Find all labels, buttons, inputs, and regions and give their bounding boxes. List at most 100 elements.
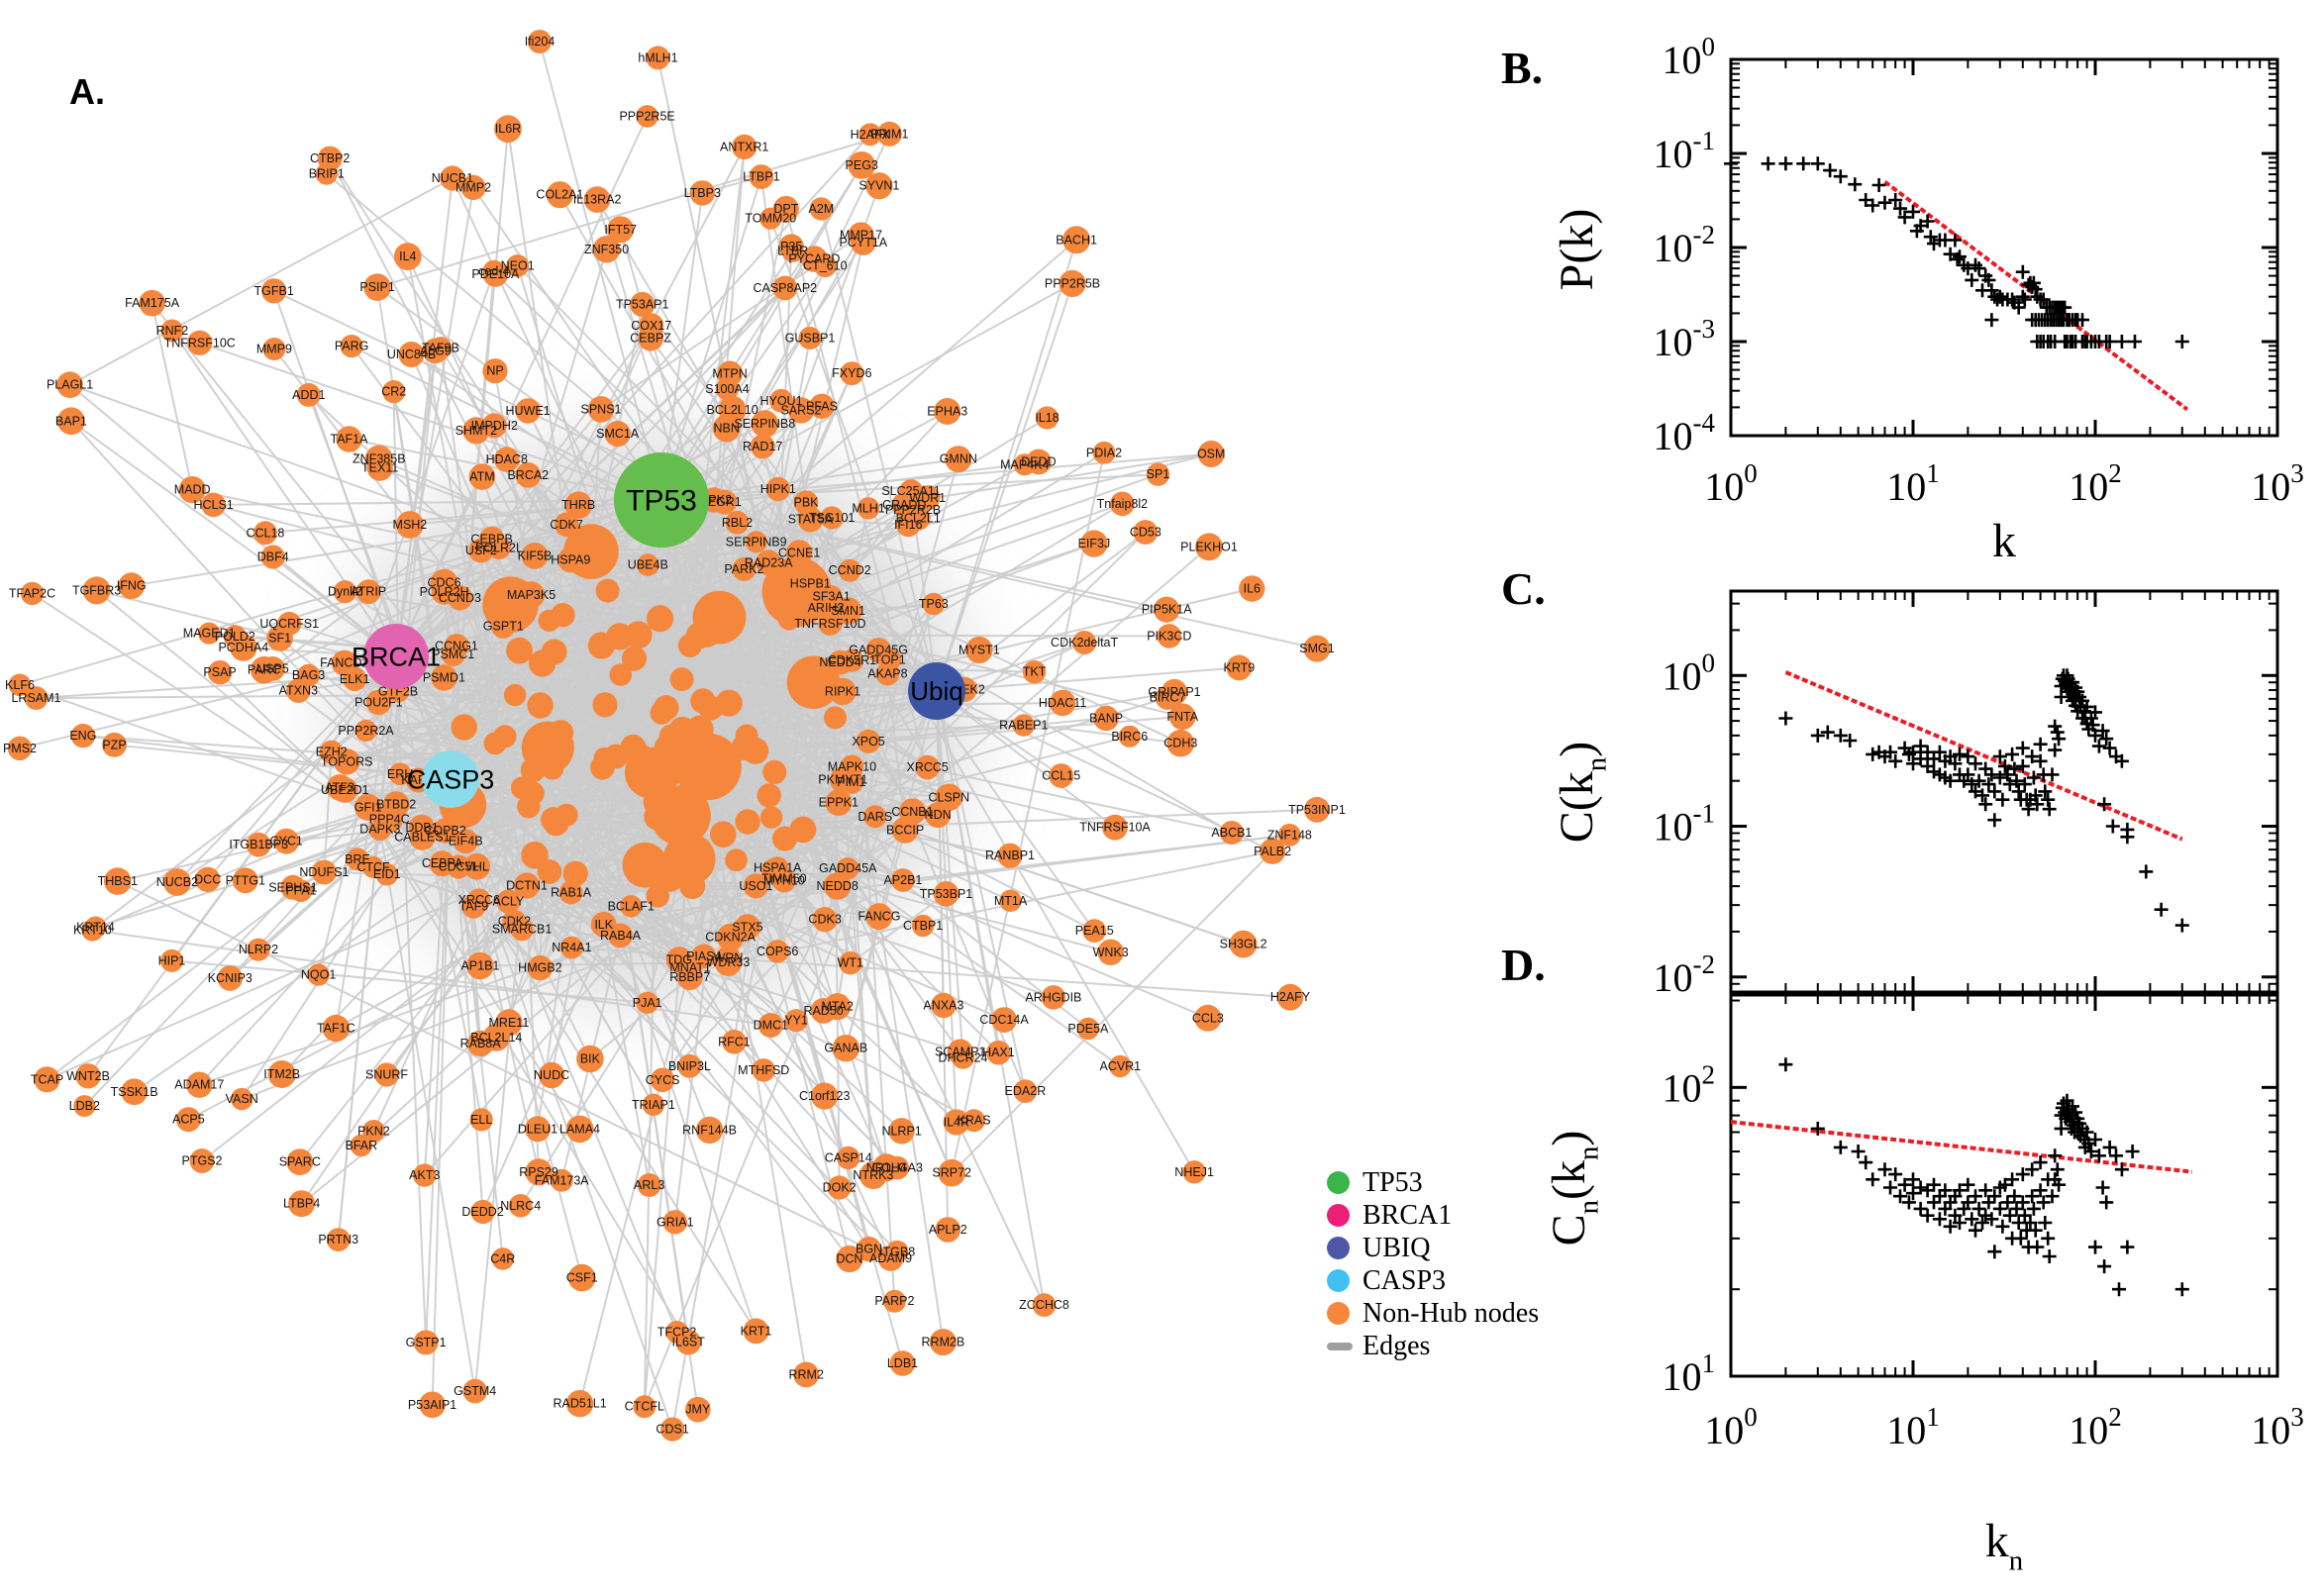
gene-label: TSG101 (809, 511, 856, 525)
gene-label: CASP14 (825, 1151, 872, 1165)
hub-node-brca1 (363, 624, 429, 689)
network-node (820, 506, 844, 530)
scatter-point (2114, 753, 2129, 768)
scatter-point (1913, 1201, 1928, 1216)
network-node (749, 164, 774, 189)
gene-label: PDE5A (1067, 1022, 1109, 1036)
scatter-point (1920, 745, 1935, 759)
gene-label: MRE11 (489, 1016, 530, 1030)
tick-label: 102 (1663, 1059, 1716, 1110)
gene-label: SHMT2 (455, 424, 497, 438)
network-node (178, 476, 206, 504)
network-node (525, 1116, 551, 1143)
network-node (1093, 705, 1119, 732)
gene-label: POLR2H (420, 585, 469, 599)
network-node (834, 597, 862, 625)
gene-label: A2M (809, 202, 835, 216)
network-node (865, 903, 893, 931)
scatter-point (2026, 770, 2041, 785)
gene-label: SH3GL2 (1220, 938, 1267, 951)
gene-label: PARC (248, 663, 281, 677)
network-node (1102, 814, 1128, 841)
network-node (186, 1071, 213, 1098)
gene-label: PLEKHO1 (1180, 540, 1238, 553)
scatter-point (1969, 1223, 1982, 1238)
scatter-point (1810, 156, 1825, 171)
hub-label-ubiq: Ubiq (910, 676, 962, 706)
network-node (163, 868, 191, 896)
gene-label: ADD1 (292, 388, 325, 402)
gene-label: SP1 (1147, 467, 1170, 481)
gene-label: PCYT1A (839, 236, 887, 249)
gene-label: CEBPA (422, 856, 463, 870)
legend-item-brca1: BRCA1 (1327, 1199, 1539, 1232)
edge (92, 929, 771, 1027)
edge (936, 666, 1240, 692)
network-node (1059, 269, 1086, 297)
gene-label: NHEJ1 (1174, 1165, 1214, 1179)
network-node (528, 30, 552, 53)
gene-label: MTPN (712, 366, 747, 380)
network-node (756, 549, 782, 576)
scatter-point (2033, 737, 2048, 751)
network-node (915, 754, 940, 780)
gene-label: NLRP1 (881, 1124, 921, 1138)
gene-label: Ifi204 (525, 35, 556, 49)
gene-label: C1orf123 (799, 1089, 850, 1103)
scatter-point (2095, 724, 2110, 739)
network-node (340, 335, 363, 358)
network-node (758, 1013, 783, 1038)
gene-label: PRTN3 (318, 1233, 358, 1247)
gene-label: ATM (469, 470, 494, 484)
network-node (1092, 441, 1116, 464)
scatter-point (2088, 1133, 2102, 1147)
network-node (829, 677, 857, 706)
scatter-point (2079, 699, 2094, 714)
gene-label: KRAS (958, 1114, 991, 1128)
scatter-point (2011, 1216, 2026, 1230)
scatter-point (1953, 1216, 1967, 1230)
network-node (466, 1030, 494, 1057)
network-node (827, 1175, 852, 1200)
gene-label: MAP4K4 (1000, 457, 1049, 471)
scatter-point (2007, 761, 2022, 776)
network-node (604, 421, 631, 448)
network-node (315, 162, 338, 185)
gene-label: MAP3K5 (507, 588, 556, 602)
gene-label: ELL (470, 1113, 492, 1127)
network-node (717, 360, 743, 387)
legend-item-non-hub-nodes: Non-Hub nodes (1327, 1297, 1539, 1330)
network-node (286, 1148, 314, 1175)
scatter-point (2017, 292, 2032, 307)
gene-label: RRM2 (788, 1367, 823, 1381)
tick-label: 100 (1704, 458, 1758, 509)
gene-label: DHCR24 (938, 1050, 987, 1064)
gene-label: PPP2R2A (338, 724, 394, 738)
network-node (646, 884, 670, 908)
node-cluster (786, 655, 841, 710)
gene-label: NTRK3 (853, 1168, 893, 1182)
network-node (494, 115, 522, 144)
scatter-point (1953, 747, 1967, 761)
network-node (857, 497, 880, 520)
gene-label: RIPK1 (825, 685, 860, 699)
tick-label: 10-4 (1654, 408, 1716, 458)
network-node (809, 197, 834, 221)
gene-label: POLR2L (475, 541, 523, 554)
network-node (1041, 985, 1066, 1010)
scatter-point (1965, 777, 1979, 792)
network-node (877, 1246, 904, 1271)
scatter-point (2023, 1216, 2038, 1230)
gene-label: LTBR (777, 245, 808, 258)
edge (769, 690, 938, 1026)
gene-label: NQO1 (301, 968, 336, 982)
gene-label: PARG (335, 340, 369, 353)
network-node (1260, 838, 1286, 864)
gene-label: ACLY (493, 895, 525, 909)
edge (539, 41, 662, 501)
network-node (646, 46, 670, 70)
gene-label: CYCS (646, 1073, 680, 1087)
